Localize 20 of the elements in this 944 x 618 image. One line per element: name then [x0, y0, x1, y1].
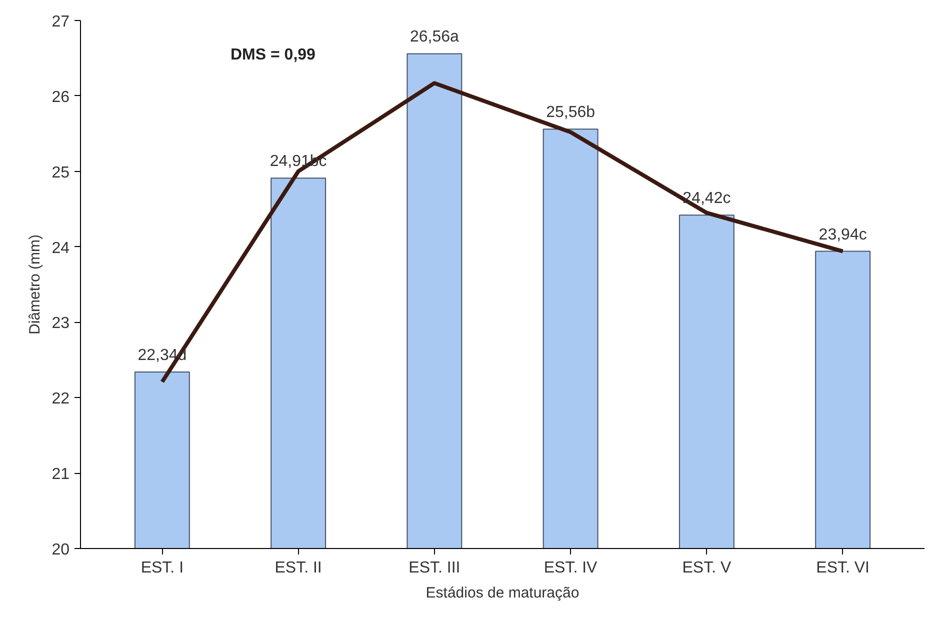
x-tick-label: EST. VI — [816, 560, 870, 576]
x-tick-label: EST. III — [408, 560, 460, 576]
y-tick-label: 24 — [52, 240, 70, 257]
y-tick-label: 20 — [52, 542, 70, 558]
y-tick-label: 27 — [52, 14, 70, 30]
x-tick-label: EST. II — [274, 560, 322, 576]
data-label: 26,56a — [410, 28, 460, 46]
x-tick-label: EST. IV — [544, 560, 598, 576]
y-tick-label: 23 — [52, 315, 70, 332]
data-label: 25,56b — [546, 104, 596, 122]
x-axis-title: Estádios de maturação — [426, 584, 580, 602]
data-label: 23,94c — [818, 226, 867, 244]
y-tick-label: 21 — [52, 466, 70, 484]
y-tick-label: 26 — [52, 88, 70, 106]
y-tick-label: 22 — [52, 390, 70, 408]
y-tick-label: 25 — [52, 164, 70, 182]
x-tick-label: EST. I — [140, 560, 184, 576]
annotation: DMS = 0,99 — [230, 46, 316, 64]
y-axis-title: Diâmetro (mm) — [26, 234, 44, 334]
x-tick-label: EST. V — [682, 560, 732, 576]
